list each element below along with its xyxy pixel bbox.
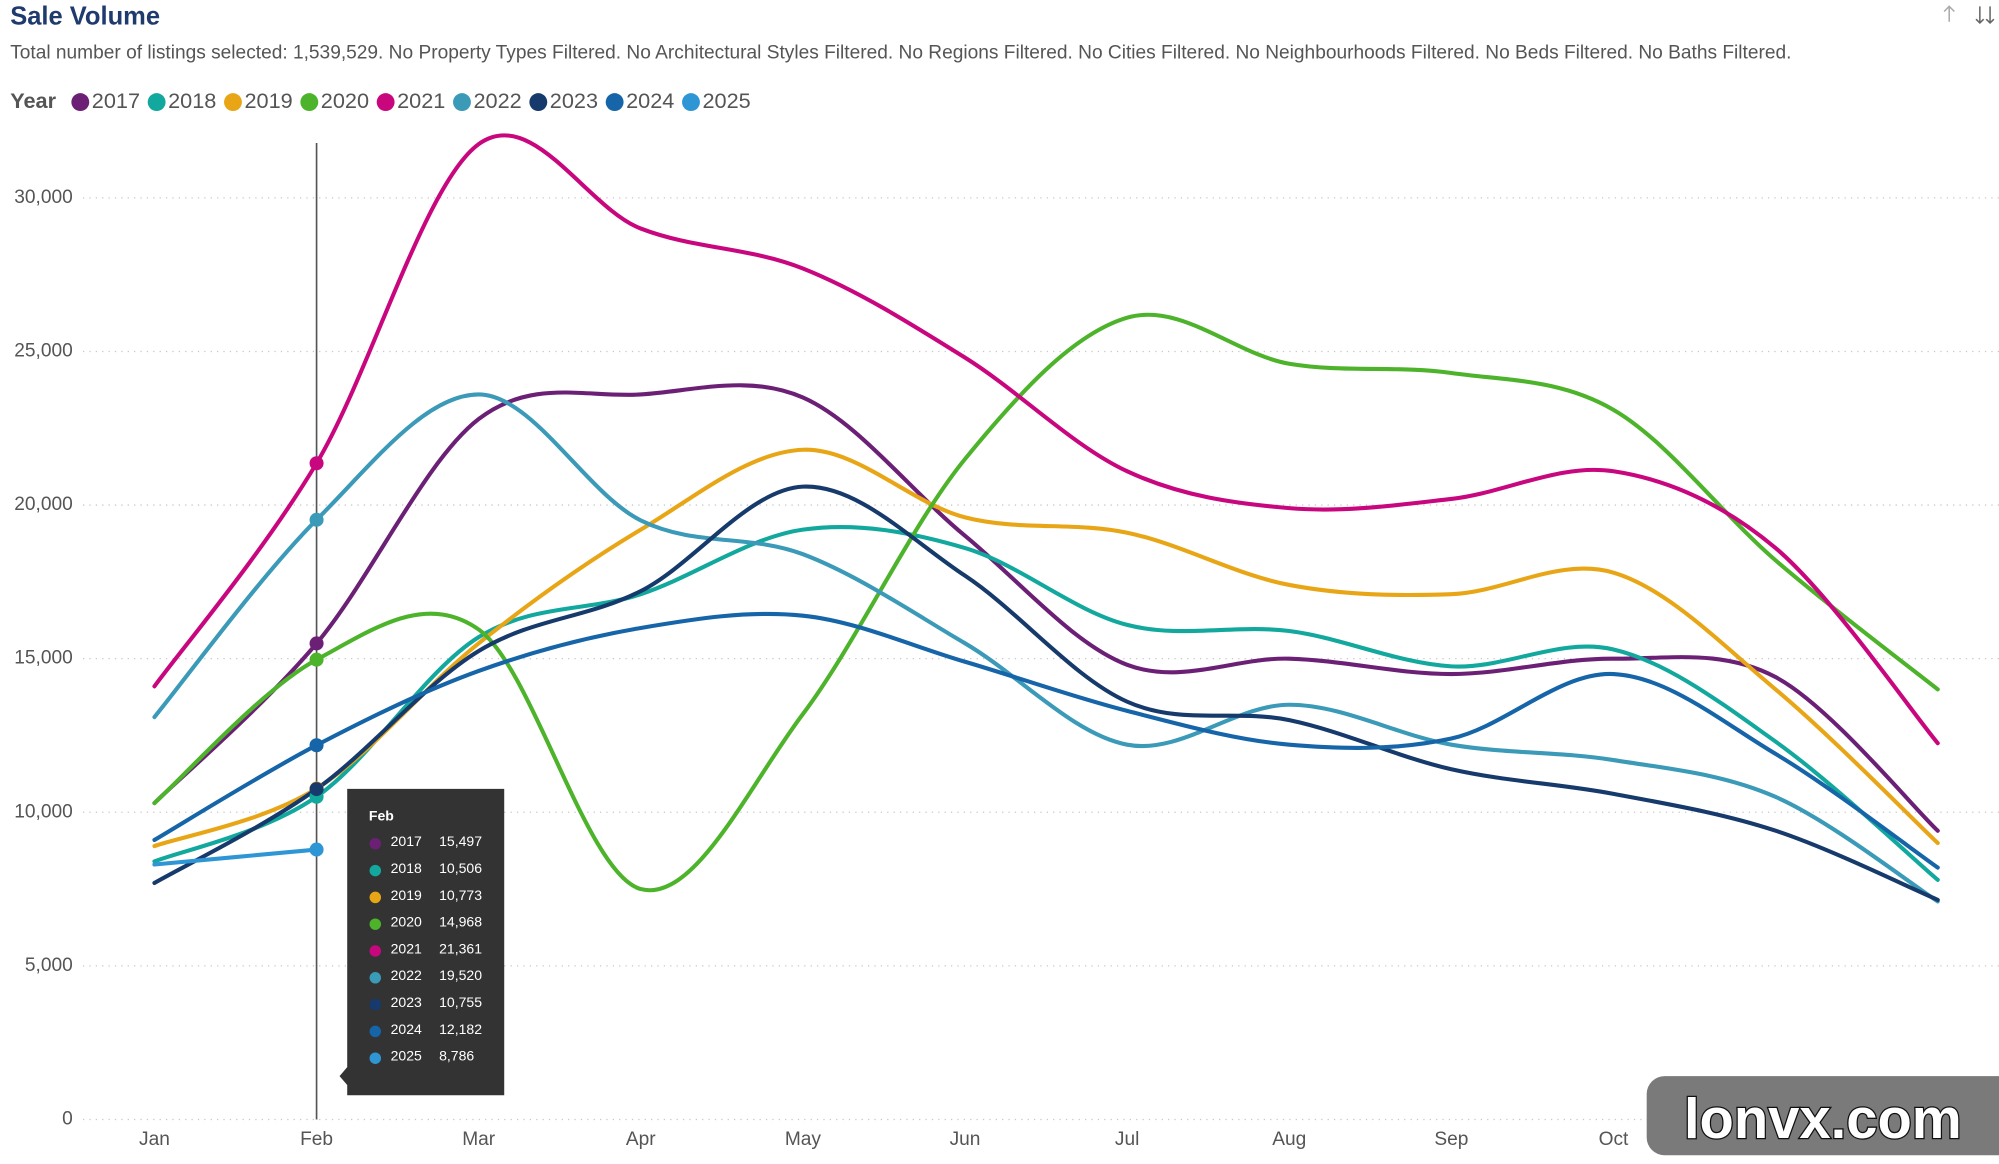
series-line: [152, 133, 1940, 746]
tooltip-value: 21,361: [439, 940, 482, 956]
tooltip-value: 10,755: [439, 994, 482, 1010]
tooltip-value: 10,506: [439, 860, 482, 876]
tooltip-box: [339, 788, 505, 1096]
chart-title: Sale Volume: [10, 3, 160, 31]
tooltip-value: 10,773: [439, 887, 482, 903]
drill-icon[interactable]: [1975, 6, 1995, 25]
legend-label: 2022: [473, 88, 521, 113]
tooltip-swatch: [369, 1052, 382, 1064]
legend-label: 2017: [92, 88, 140, 113]
hover-dot: [309, 456, 324, 471]
sort-icon[interactable]: [1943, 5, 1955, 22]
hover-dot: [309, 842, 324, 857]
tooltip-name: 2021: [391, 940, 422, 956]
tooltip-name: 2023: [391, 994, 422, 1010]
chart-subtitle: Total number of listings selected: 1,539…: [10, 43, 1791, 64]
y-tick-label: 20,000: [14, 494, 73, 515]
series-line: [152, 312, 1940, 893]
legend-swatch: [300, 93, 319, 112]
hover-dot: [309, 636, 324, 651]
tooltip-value: 12,182: [439, 1021, 482, 1037]
x-tick-label: Sep: [1434, 1129, 1468, 1150]
tooltip-name: 2019: [391, 887, 422, 903]
series-line: [152, 847, 319, 867]
x-tick-label: Mar: [462, 1129, 496, 1150]
legend-swatch: [376, 93, 395, 112]
tooltip-title: Feb: [369, 808, 394, 824]
tooltip-name: 2020: [391, 914, 422, 930]
tooltip-value: 15,497: [439, 833, 482, 849]
legend-label: 2021: [397, 88, 445, 113]
tooltip-name: 2024: [391, 1021, 422, 1037]
legend-swatch: [147, 93, 166, 112]
tooltip-swatch: [369, 838, 382, 850]
legend-label: 2020: [321, 88, 369, 113]
watermark-box: [1646, 1076, 1999, 1156]
legend-label: 2025: [702, 88, 750, 113]
series-line: [152, 484, 1940, 902]
series-line: [152, 447, 1940, 849]
header-icons[interactable]: [1943, 5, 1995, 25]
x-tick-label: Jul: [1115, 1129, 1139, 1150]
tooltip-swatch: [369, 1025, 382, 1038]
tooltip-swatch: [369, 918, 382, 930]
watermark: lonvx.com: [1684, 1087, 1962, 1150]
legend-swatch: [71, 93, 90, 112]
x-tick-label: Apr: [626, 1129, 656, 1150]
tooltip-name: 2025: [391, 1048, 422, 1064]
y-tick-label: 5,000: [25, 955, 73, 976]
tooltip-value: 19,520: [439, 967, 482, 983]
tooltip-name: 2017: [391, 833, 422, 849]
x-tick-label: Feb: [300, 1129, 333, 1150]
legend-label: 2024: [626, 88, 674, 113]
tooltip-swatch: [369, 945, 382, 957]
hover-dot: [309, 738, 324, 753]
tooltip-name: 2022: [391, 967, 422, 983]
y-tick-label: 10,000: [14, 801, 73, 822]
legend-label: 2019: [244, 88, 292, 113]
tooltip-value: 8,786: [439, 1048, 474, 1064]
legend-swatch: [605, 93, 624, 112]
tooltip-name: 2018: [391, 860, 422, 876]
tooltip-swatch: [369, 972, 382, 984]
chart-body: Sale Volume Total number of listings sel…: [10, 3, 1999, 1156]
tooltip-value: 14,968: [439, 914, 482, 930]
tooltip-swatch: [369, 864, 382, 877]
legend-swatch: [224, 93, 242, 112]
y-tick-label: 15,000: [14, 648, 73, 669]
hover-dot: [309, 652, 324, 667]
y-tick-label: 25,000: [14, 341, 73, 362]
x-tick-label: Oct: [1599, 1129, 1629, 1150]
legend-label: 2018: [168, 88, 216, 113]
x-tick-label: Jan: [139, 1129, 170, 1150]
x-tick-label: May: [785, 1129, 822, 1150]
tooltip-swatch: [369, 998, 382, 1011]
legend-label: 2023: [550, 88, 598, 113]
hover-dot: [309, 512, 324, 527]
legend-title: Year: [10, 88, 56, 113]
x-tick-label: Jun: [950, 1129, 981, 1150]
series-line: [152, 611, 1940, 870]
tooltip-swatch: [369, 891, 382, 904]
legend-swatch: [682, 93, 700, 112]
legend-swatch: [529, 93, 548, 112]
legend-swatch: [453, 93, 471, 112]
y-tick-label: 0: [62, 1109, 73, 1130]
series-line: [152, 383, 1940, 833]
x-tick-label: Aug: [1272, 1129, 1306, 1150]
y-tick-label: 30,000: [14, 187, 73, 208]
series-line: [152, 524, 1940, 882]
hover-dot: [309, 782, 324, 797]
